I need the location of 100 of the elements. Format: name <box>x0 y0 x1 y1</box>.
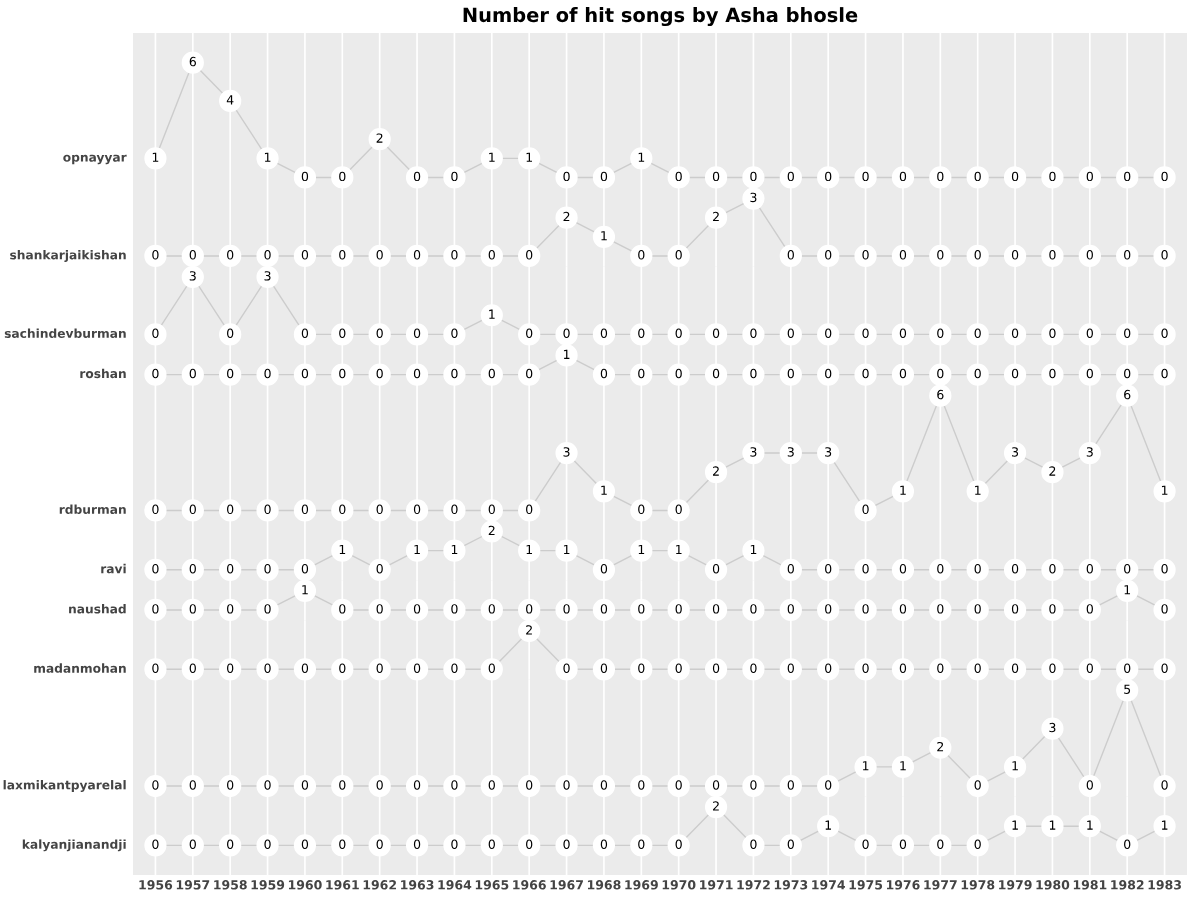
data-label: 0 <box>301 780 309 790</box>
data-label: 0 <box>1086 663 1093 673</box>
x-tick-label: 1957 <box>176 880 210 890</box>
data-label: 0 <box>413 839 421 849</box>
data-label: 0 <box>787 368 794 379</box>
data-label: 0 <box>563 604 570 614</box>
x-tick-label: 1978 <box>961 880 995 890</box>
data-label: 1 <box>302 585 308 595</box>
data-label: 0 <box>563 171 570 182</box>
x-tick-label: 1956 <box>139 880 173 890</box>
data-label: 0 <box>413 171 421 182</box>
data-label: 2 <box>488 525 495 535</box>
data-label: 2 <box>563 211 570 222</box>
data-label: 1 <box>676 544 682 555</box>
data-label: 0 <box>600 328 608 339</box>
data-label: 0 <box>451 328 458 339</box>
data-label: 0 <box>152 604 159 614</box>
data-label: 0 <box>937 171 944 182</box>
data-label: 0 <box>1161 663 1168 673</box>
data-label: 6 <box>1124 389 1131 400</box>
data-label: 0 <box>301 328 309 339</box>
data-label: 0 <box>600 663 608 673</box>
data-label: 0 <box>451 604 458 614</box>
data-label: 1 <box>414 544 420 555</box>
data-label: 0 <box>264 780 271 790</box>
data-label: 0 <box>638 250 645 260</box>
data-label: 0 <box>339 250 346 260</box>
data-label: 0 <box>1161 250 1168 260</box>
data-label: 0 <box>750 663 757 673</box>
data-label: 0 <box>638 604 645 614</box>
data-label: 1 <box>1012 820 1018 830</box>
data-label: 0 <box>301 504 309 515</box>
data-label: 0 <box>712 604 720 614</box>
data-label: 0 <box>413 328 421 339</box>
data-label: 0 <box>825 663 832 673</box>
data-label: 0 <box>1011 663 1019 673</box>
data-label: 0 <box>376 604 383 614</box>
data-label: 0 <box>1086 780 1093 790</box>
data-label: 2 <box>376 133 383 143</box>
data-label: 0 <box>339 839 346 849</box>
x-tick-label: 1973 <box>774 880 808 890</box>
data-label: 0 <box>750 368 757 379</box>
data-label: 0 <box>974 563 981 574</box>
data-label: 6 <box>937 389 944 400</box>
data-label: 3 <box>189 271 196 281</box>
data-label: 0 <box>339 663 346 673</box>
data-label: 0 <box>189 504 196 515</box>
y-axis-title: laxmikantpyarelal <box>3 780 126 792</box>
data-label: 0 <box>862 663 869 673</box>
x-tick-label: 1977 <box>924 880 957 890</box>
data-label: 0 <box>712 368 720 379</box>
data-label: 0 <box>675 328 682 339</box>
data-label: 1 <box>1124 585 1131 595</box>
data-label: 0 <box>825 780 832 790</box>
data-label: 0 <box>1011 563 1019 574</box>
data-label: 3 <box>750 192 757 203</box>
x-tick-label: 1968 <box>587 880 621 890</box>
data-label: 6 <box>189 56 196 67</box>
data-label: 3 <box>264 271 271 281</box>
data-label: 1 <box>1087 820 1093 830</box>
y-axis-title: kalyanjianandji <box>22 839 126 852</box>
data-label: 0 <box>339 328 346 339</box>
x-tick-label: 1961 <box>326 880 359 890</box>
x-tick-label: 1963 <box>401 880 434 890</box>
data-label: 1 <box>862 761 869 771</box>
data-label: 1 <box>152 152 159 162</box>
data-label: 0 <box>413 663 421 673</box>
data-label: 2 <box>713 801 719 811</box>
data-label: 0 <box>1161 368 1168 379</box>
data-label: 0 <box>787 250 794 260</box>
data-label: 0 <box>787 663 794 673</box>
data-label: 0 <box>750 780 757 790</box>
data-label: 0 <box>937 368 944 379</box>
data-label: 0 <box>937 839 944 849</box>
data-label: 0 <box>1086 604 1093 614</box>
data-label: 0 <box>974 780 981 790</box>
data-label: 0 <box>264 604 271 614</box>
data-label: 0 <box>638 663 645 673</box>
data-label: 0 <box>1124 171 1131 182</box>
data-label: 0 <box>264 839 271 849</box>
data-label: 0 <box>488 663 495 673</box>
data-label: 0 <box>899 250 907 260</box>
data-label: 0 <box>227 604 234 614</box>
data-label: 0 <box>339 368 346 379</box>
data-label: 3 <box>1049 722 1056 733</box>
data-label: 0 <box>563 328 570 339</box>
data-label: 0 <box>787 328 794 339</box>
y-axis-title: rdburman <box>59 504 126 514</box>
data-label: 0 <box>189 780 196 790</box>
data-label: 0 <box>1086 368 1093 379</box>
x-tick-label: 1970 <box>662 880 696 890</box>
data-label: 0 <box>825 328 832 339</box>
data-label: 0 <box>339 504 346 515</box>
data-label: 0 <box>825 604 832 614</box>
data-label: 0 <box>899 563 907 574</box>
data-label: 0 <box>675 604 682 614</box>
x-tick-label: 1980 <box>1036 880 1070 890</box>
data-label: 1 <box>975 485 981 495</box>
data-label: 0 <box>376 663 383 673</box>
data-label: 0 <box>1011 604 1019 614</box>
